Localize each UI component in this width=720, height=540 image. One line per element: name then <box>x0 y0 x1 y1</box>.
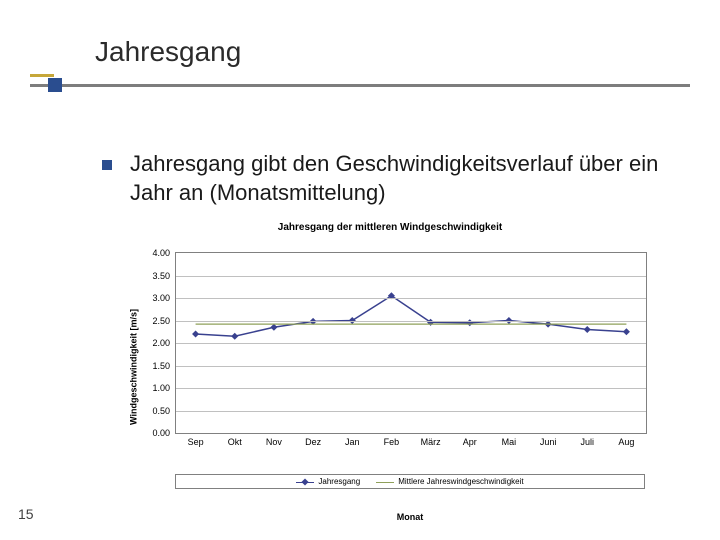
chart-x-tick: Mai <box>502 437 517 447</box>
chart-gridline <box>176 411 646 412</box>
bullet-text: Jahresgang gibt den Geschwindigkeitsverl… <box>130 151 658 205</box>
chart-legend: Jahresgang Mittlere Jahreswindgeschwindig… <box>175 474 645 489</box>
chart-title: Jahresgang der mittleren Windgeschwindig… <box>120 222 660 233</box>
chart-x-tick: Jan <box>345 437 360 447</box>
chart-marker <box>192 330 199 337</box>
chart-y-tick: 4.00 <box>152 248 170 258</box>
slide-title: Jahresgang <box>95 36 241 68</box>
chart-y-tick: 2.00 <box>152 338 170 348</box>
chart-gridline <box>176 298 646 299</box>
chart-gridline <box>176 343 646 344</box>
legend-item: Jahresgang <box>296 477 360 486</box>
legend-label: Mittlere Jahreswindgeschwindigkeit <box>398 477 523 486</box>
slide: Jahresgang Jahresgang gibt den Geschwind… <box>0 0 720 540</box>
bullet-square-icon <box>102 160 112 170</box>
chart-x-tick: Juni <box>540 437 557 447</box>
page-number: 15 <box>18 506 34 522</box>
legend-swatch <box>376 477 394 486</box>
chart-gridline <box>176 388 646 389</box>
chart-x-axis-label: Monat <box>175 512 645 522</box>
chart-y-tick: 2.50 <box>152 316 170 326</box>
chart-y-tick: 3.00 <box>152 293 170 303</box>
chart-x-tick: Juli <box>580 437 594 447</box>
chart-marker <box>231 333 238 340</box>
chart-x-tick: Feb <box>384 437 400 447</box>
chart-y-axis-label: Windgeschwindigkeit [m/s] <box>129 309 139 425</box>
chart-y-tick: 1.50 <box>152 361 170 371</box>
chart-y-tick: 0.00 <box>152 428 170 438</box>
header-rule-gold <box>30 74 54 77</box>
chart-marker <box>584 326 591 333</box>
chart-x-tick: Dez <box>305 437 321 447</box>
chart-plot-area: 0.000.501.001.502.002.503.003.504.00SepO… <box>175 252 647 434</box>
chart-gridline <box>176 366 646 367</box>
chart-x-tick: Nov <box>266 437 282 447</box>
chart-marker <box>623 328 630 335</box>
header-rule-square <box>48 78 62 92</box>
chart-series-line <box>196 296 627 337</box>
legend-swatch <box>296 477 314 486</box>
chart-marker <box>270 324 277 331</box>
chart-gridline <box>176 276 646 277</box>
chart-gridline <box>176 321 646 322</box>
header-rule <box>30 82 690 102</box>
chart-x-tick: Aug <box>618 437 634 447</box>
chart-x-tick: Apr <box>463 437 477 447</box>
chart-x-tick: Okt <box>228 437 242 447</box>
chart-y-tick: 0.50 <box>152 406 170 416</box>
slide-title-block: Jahresgang <box>95 36 241 68</box>
bullet-item: Jahresgang gibt den Geschwindigkeitsverl… <box>130 150 690 207</box>
header-rule-main <box>30 84 690 87</box>
legend-label: Jahresgang <box>318 477 360 486</box>
chart-container: Jahresgang der mittleren Windgeschwindig… <box>120 242 660 492</box>
chart-y-tick: 3.50 <box>152 271 170 281</box>
legend-item: Mittlere Jahreswindgeschwindigkeit <box>376 477 523 486</box>
chart-y-tick: 1.00 <box>152 383 170 393</box>
chart-x-tick: Sep <box>188 437 204 447</box>
chart-x-tick: März <box>421 437 441 447</box>
